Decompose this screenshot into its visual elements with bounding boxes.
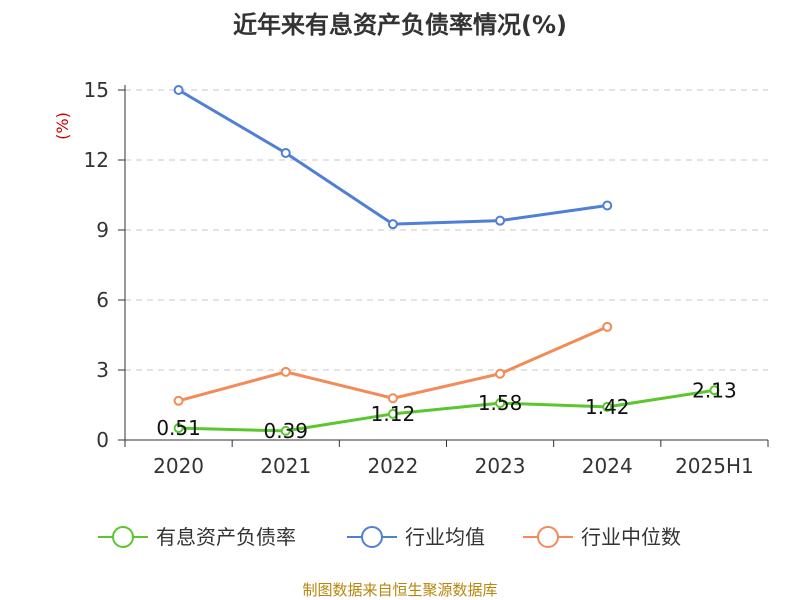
- y-tick-label: 12: [84, 148, 109, 172]
- data-label: 2.13: [692, 378, 737, 402]
- data-label: 0.51: [156, 416, 201, 440]
- x-tick-label: 2020: [153, 454, 204, 478]
- data-label: 1.12: [371, 402, 416, 426]
- data-point-0: [387, 408, 398, 419]
- data-point-1: [173, 85, 184, 95]
- axes: 0 3 6 9 12 15 2020 2021 2022 2023 2024 2025H1: [84, 78, 769, 478]
- x-tick-label: 2025H1: [675, 454, 754, 478]
- data-label: 1.42: [585, 395, 630, 419]
- grid-lines: [125, 89, 768, 371]
- legend-label: 行业中位数: [581, 525, 681, 549]
- data-point-2: [173, 395, 184, 406]
- data-point-2: [602, 321, 613, 332]
- y-tick-label: 0: [96, 428, 109, 452]
- data-point-0: [280, 425, 291, 436]
- x-tick-label: 2021: [260, 454, 311, 478]
- legend-label: 有息资产负债率: [156, 525, 296, 549]
- legend-item-1[interactable]: 行业均值: [347, 525, 485, 549]
- legend-marker: [361, 526, 383, 548]
- data-point-2: [280, 366, 291, 377]
- data-point-0: [495, 398, 506, 409]
- series-layer: [173, 85, 720, 436]
- legend-label: 行业均值: [405, 525, 485, 549]
- data-point-0: [709, 385, 720, 396]
- source-note: 制图数据来自恒生聚源数据库: [302, 581, 497, 599]
- x-tick-label: 2024: [582, 454, 633, 478]
- chart-title: 近年来有息资产负债率情况(%): [233, 11, 567, 39]
- legend-marker: [112, 526, 134, 548]
- y-axis-unit: (%): [53, 112, 72, 140]
- y-tick-label: 3: [96, 358, 109, 382]
- data-label: 0.39: [263, 419, 308, 443]
- legend-marker: [537, 526, 559, 548]
- series-line-2: [178, 325, 608, 403]
- data-point-1: [387, 219, 398, 230]
- data-point-0: [602, 401, 613, 412]
- data-point-1: [280, 148, 291, 158]
- data-point-2: [387, 393, 398, 404]
- y-tick-label: 15: [84, 78, 109, 102]
- x-tick-label: 2023: [475, 454, 526, 478]
- series-line-1: [177, 88, 608, 226]
- data-point-1: [602, 200, 613, 211]
- x-tick-label: 2022: [367, 454, 418, 478]
- data-labels: 0.51 0.39 1.12 1.58 1.42 2.13: [156, 378, 736, 443]
- data-label: 1.58: [478, 391, 523, 415]
- legend-item-2[interactable]: 行业中位数: [523, 525, 681, 549]
- data-point-2: [495, 368, 506, 379]
- series-line-0: [178, 388, 715, 433]
- legend: 有息资产负债率 行业均值 行业中位数: [98, 525, 681, 549]
- y-tick-label: 9: [96, 218, 109, 242]
- data-point-0: [173, 423, 184, 434]
- y-tick-label: 6: [96, 288, 109, 312]
- data-point-1: [495, 215, 506, 226]
- legend-item-0[interactable]: 有息资产负债率: [98, 525, 296, 549]
